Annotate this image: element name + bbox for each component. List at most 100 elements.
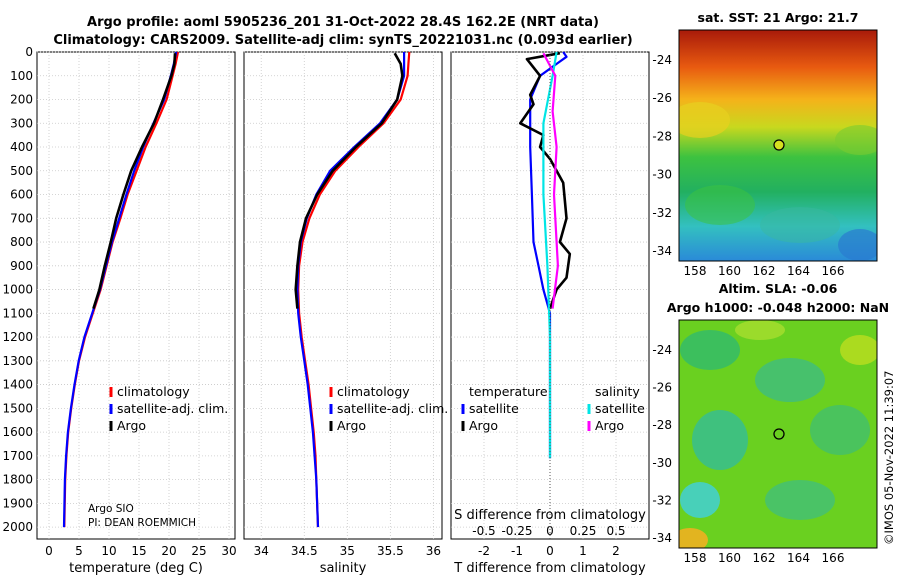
depth-tick-label: 1900 <box>2 496 33 510</box>
depth-tick-label: 400 <box>10 140 33 154</box>
salinity-panel <box>243 51 443 540</box>
depth-tick-label: 2000 <box>2 520 33 534</box>
x2-tick-label: 0 <box>546 524 554 538</box>
map-y-tick: -32 <box>652 493 672 507</box>
x-tick-label: -2 <box>478 544 490 558</box>
x-tick-label: 25 <box>191 544 206 558</box>
depth-tick-label: 1100 <box>2 306 33 320</box>
map-x-tick: 160 <box>718 264 741 278</box>
map-sla-ticks: -24 -26 -28 -30 -32 -34 158 160 162 164 166 <box>652 343 844 565</box>
x-tick-label: 2 <box>612 544 620 558</box>
legend-salinity: climatology satellite-adj. clim. Argo <box>329 384 448 433</box>
x-tick-label: 36 <box>426 544 441 558</box>
depth-tick-label: 700 <box>10 211 33 225</box>
depth-tick-label: 0 <box>25 45 33 59</box>
map-y-tick: -26 <box>652 91 672 105</box>
legend-label-sat-s: satellite <box>595 401 645 416</box>
map-sst-argo-marker <box>773 139 785 151</box>
map-y-tick: -28 <box>652 129 672 143</box>
depth-tick-label: 1500 <box>2 401 33 415</box>
map-y-tick: -30 <box>652 168 672 182</box>
map-sst-title: sat. SST: 21 Argo: 21.7 <box>698 10 859 25</box>
series-argo-t <box>518 51 572 310</box>
series-argo-s <box>542 52 560 309</box>
x-tick-label: 5 <box>75 544 83 558</box>
axis-ticks: 0100200300400500600700800900100011001200… <box>2 45 625 558</box>
legend-label-argo: Argo <box>117 418 146 433</box>
map-x-tick: 162 <box>753 264 776 278</box>
depth-tick-label: 1800 <box>2 473 33 487</box>
x2-tick-label: 0.25 <box>570 524 597 538</box>
legend-label-climatology: climatology <box>337 384 410 399</box>
x-tick-label: 35.5 <box>377 544 404 558</box>
map-x-tick: 166 <box>822 551 845 565</box>
legend-label-climatology: climatology <box>117 384 190 399</box>
series-argo <box>294 52 404 309</box>
x-tick-label: 34.5 <box>291 544 318 558</box>
x-tick-label: 0 <box>45 544 53 558</box>
depth-tick-label: 600 <box>10 188 33 202</box>
map-sla-title-2: Argo h1000: -0.048 h2000: NaN <box>667 300 889 315</box>
map-x-tick: 158 <box>684 264 707 278</box>
credit-line-1: Argo SIO <box>88 503 134 515</box>
map-x-tick: 158 <box>684 551 707 565</box>
map-y-tick: -28 <box>652 418 672 432</box>
depth-tick-label: 800 <box>10 235 33 249</box>
legend-difference: temperature salinity satellite Argo sate… <box>461 384 645 433</box>
depth-tick-label: 100 <box>10 69 33 83</box>
x-tick-label: -1 <box>511 544 523 558</box>
x-tick-label: 15 <box>131 544 146 558</box>
depth-tick-label: 900 <box>10 259 33 273</box>
legend-label-argo-s: Argo <box>595 418 624 433</box>
legend-label-argo-t: Argo <box>469 418 498 433</box>
imos-stamp: ©IMOS 05-Nov-2022 11:39:07 <box>882 371 896 545</box>
map-x-tick: 164 <box>787 264 810 278</box>
depth-tick-label: 1200 <box>2 330 33 344</box>
depth-tick-label: 300 <box>10 116 33 130</box>
depth-tick-label: 1400 <box>2 378 33 392</box>
title-line-1: Argo profile: aoml 5905236_201 31-Oct-20… <box>87 15 599 30</box>
x2-tick-label: -0.25 <box>501 524 532 538</box>
map-sla-title-1: Altim. SLA: -0.06 <box>719 281 838 296</box>
x-tick-label: 0 <box>546 544 554 558</box>
map-y-tick: -34 <box>652 531 672 545</box>
temperature-xlabel: temperature (deg C) <box>69 561 203 576</box>
legend-label-satellite: satellite-adj. clim. <box>117 401 228 416</box>
title-line-2: Climatology: CARS2009. Satellite-adj cli… <box>53 33 632 48</box>
map-x-tick: 160 <box>718 551 741 565</box>
legend-label-sat-t: satellite <box>469 401 519 416</box>
x-tick-label: 10 <box>101 544 116 558</box>
grid <box>37 51 649 539</box>
salinity-xlabel: salinity <box>320 561 367 576</box>
legend-temperature: climatology satellite-adj. clim. Argo <box>109 384 228 433</box>
difference-xlabel: T difference from climatology <box>453 561 646 576</box>
difference-x2label: S difference from climatology <box>454 508 646 523</box>
map-y-tick: -24 <box>652 343 672 357</box>
depth-tick-label: 1600 <box>2 425 33 439</box>
map-sst-ticks: -24 -26 -28 -30 -32 -34 158 160 162 164 166 <box>652 53 844 278</box>
depth-tick-label: 500 <box>10 164 33 178</box>
legend-sal-header: salinity <box>595 384 640 399</box>
legend-temp-header: temperature <box>469 384 548 399</box>
map-sst: sat. SST: 21 Argo: 21.7 -24-26-28-30-32-… <box>652 10 878 278</box>
map-y-tick: -26 <box>652 381 672 395</box>
depth-tick-label: 1300 <box>2 354 33 368</box>
x-tick-label: 35 <box>340 544 355 558</box>
series-lines <box>62 51 572 539</box>
map-x-tick: 164 <box>787 551 810 565</box>
map-y-tick: -30 <box>652 456 672 470</box>
depth-tick-label: 200 <box>10 93 33 107</box>
legend-label-argo: Argo <box>337 418 366 433</box>
depth-tick-label: 1700 <box>2 449 33 463</box>
legend-label-satellite: satellite-adj. clim. <box>337 401 448 416</box>
depth-tick-label: 1000 <box>2 283 33 297</box>
x-tick-label: 30 <box>221 544 236 558</box>
x2-tick-label: 0.5 <box>606 524 625 538</box>
x-tick-label: 20 <box>161 544 176 558</box>
map-y-tick: -34 <box>652 244 672 258</box>
series-argo <box>92 53 177 309</box>
map-y-tick: -24 <box>652 53 672 67</box>
map-sla-argo-marker <box>773 428 785 440</box>
credit-line-2: PI: DEAN ROEMMICH <box>88 517 196 529</box>
